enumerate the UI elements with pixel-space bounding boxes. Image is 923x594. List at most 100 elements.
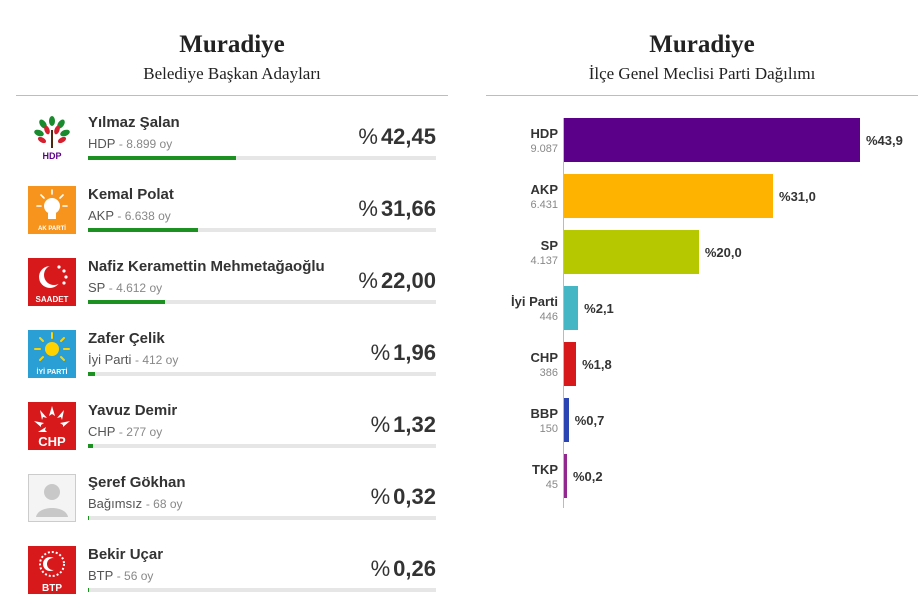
- candidate-row[interactable]: HDP Yılmaz Şalan HDP - 8.899 oy % 42,45: [16, 114, 448, 186]
- chart-bar: [564, 398, 569, 442]
- candidate-party-line: AKP - 6.638 oy: [88, 208, 171, 224]
- candidate-name: Yılmaz Şalan: [88, 114, 180, 131]
- candidate-row[interactable]: İYİ PARTİ Zafer Çelik İyi Parti - 412 oy…: [16, 330, 448, 402]
- chart-bar: [564, 342, 577, 386]
- candidate-name: Nafiz Keramettin Mehmetağaoğlu: [88, 258, 325, 275]
- candidate-progress-bar: [88, 516, 90, 520]
- candidate-name: Zafer Çelik: [88, 330, 165, 347]
- independent-avatar: [28, 474, 76, 522]
- right-divider: [486, 95, 918, 96]
- candidate-row[interactable]: Şeref Gökhan Bağımsız - 68 oy % 0,32: [16, 474, 448, 546]
- candidate-row[interactable]: SAADET Nafiz Keramettin Mehmetağaoğlu SP…: [16, 258, 448, 330]
- candidate-progress-bar: [88, 228, 199, 232]
- chart-vote-count: 4.137: [530, 255, 558, 267]
- candidate-votes: - 6.638 oy: [117, 209, 171, 223]
- candidate-progress-track: [88, 300, 436, 304]
- candidate-progress-track: [88, 372, 436, 376]
- candidate-party: HDP: [88, 136, 116, 151]
- chart-row: BBP 150 %0,7: [486, 398, 918, 442]
- mayor-candidates-panel: Muradiye Belediye Başkan Adayları: [16, 0, 448, 594]
- council-distribution-panel: Muradiye İlçe Genel Meclisi Parti Dağılı…: [486, 0, 918, 508]
- chart-value-label: %2,1: [584, 301, 614, 316]
- chart-row: AKP 6.431 %31,0: [486, 174, 918, 218]
- candidate-row[interactable]: BTP Bekir Uçar BTP - 56 oy % 0,26: [16, 546, 448, 594]
- svg-text:BTP: BTP: [42, 583, 62, 594]
- chart-value-label: %1,8: [582, 357, 612, 372]
- chart-bar: [564, 118, 860, 162]
- chart-vote-count: 386: [539, 367, 558, 379]
- candidate-row[interactable]: CHP Yavuz Demir CHP - 277 oy % 1,32: [16, 402, 448, 474]
- candidate-progress-bar: [88, 444, 93, 448]
- iyi-parti-logo: İYİ PARTİ: [28, 330, 76, 378]
- candidate-party: AKP: [88, 208, 114, 223]
- chart-row: İyi Parti 446 %2,1: [486, 286, 918, 330]
- candidate-party: Bağımsız: [88, 496, 143, 511]
- chart-value-label: %43,9: [866, 133, 903, 148]
- svg-text:HDP: HDP: [42, 151, 61, 161]
- chart-vote-count: 45: [545, 479, 558, 491]
- candidate-name: Yavuz Demir: [88, 402, 178, 419]
- candidate-progress-track: [88, 516, 436, 520]
- party-distribution-chart: HDP 9.087 %43,9 AKP 6.431 %31,0 SP 4.137 %20,0 İy…: [486, 118, 918, 508]
- chart-vote-count: 6.431: [530, 199, 558, 211]
- chart-category-label: HDP: [530, 126, 558, 141]
- candidate-party-line: HDP - 8.899 oy: [88, 136, 172, 152]
- chart-category-label: TKP: [532, 462, 558, 477]
- chart-bar: [564, 454, 567, 498]
- candidate-progress-track: [88, 444, 436, 448]
- candidate-percentage: % 31,66: [358, 196, 436, 221]
- chart-category-label: SP: [540, 238, 558, 253]
- chart-vote-count: 150: [539, 423, 558, 435]
- left-panel-subtitle: Belediye Başkan Adayları: [143, 64, 321, 83]
- chart-category-label: AKP: [530, 182, 558, 197]
- chart-bar: [564, 286, 579, 330]
- candidate-name: Şeref Gökhan: [88, 474, 186, 491]
- saadet-logo: SAADET: [28, 258, 76, 306]
- svg-text:SAADET: SAADET: [36, 295, 69, 304]
- chart-value-label: %20,0: [704, 245, 742, 260]
- chart-vote-count: 446: [539, 311, 558, 323]
- candidate-party: CHP: [88, 424, 116, 439]
- candidate-percentage: % 0,26: [370, 556, 436, 581]
- svg-text:CHP: CHP: [38, 434, 66, 449]
- chart-axis-line: [563, 118, 564, 508]
- btp-logo: BTP: [28, 546, 76, 594]
- chart-category-label: CHP: [530, 350, 558, 365]
- candidate-votes: - 412 oy: [134, 353, 179, 367]
- candidate-party-line: İyi Parti - 412 oy: [88, 352, 178, 368]
- candidate-progress-bar: [88, 588, 89, 592]
- right-panel-title: Muradiye: [649, 31, 755, 58]
- candidate-party-line: SP - 4.612 oy: [88, 280, 162, 296]
- candidate-name: Bekir Uçar: [88, 546, 164, 563]
- candidate-percentage: % 1,96: [370, 340, 436, 365]
- candidate-votes: - 68 oy: [145, 497, 183, 511]
- chart-row: HDP 9.087 %43,9: [486, 118, 918, 162]
- candidate-votes: - 8.899 oy: [118, 137, 173, 151]
- chart-bar: [564, 230, 699, 274]
- candidate-progress-bar: [88, 372, 95, 376]
- chart-vote-count: 9.087: [530, 143, 558, 155]
- hdp-logo: HDP: [28, 114, 76, 162]
- candidate-row[interactable]: AK PARTİ Kemal Polat AKP - 6.638 oy % 31,…: [16, 186, 448, 258]
- chart-category-label: BBP: [530, 406, 558, 421]
- candidate-percentage: % 22,00: [358, 268, 436, 293]
- candidate-votes: - 277 oy: [118, 425, 163, 439]
- chart-row: SP 4.137 %20,0: [486, 230, 918, 274]
- candidate-progress-bar: [88, 300, 165, 304]
- chart-value-label: %31,0: [779, 189, 816, 204]
- candidate-party: BTP: [88, 568, 114, 583]
- left-panel-title: Muradiye: [179, 31, 285, 58]
- candidate-percentage: % 42,45: [358, 124, 436, 149]
- candidate-party-line: CHP - 277 oy: [88, 424, 162, 440]
- candidate-party: İyi Parti: [88, 352, 132, 367]
- candidate-progress-track: [88, 588, 436, 592]
- candidate-list: HDP Yılmaz Şalan HDP - 8.899 oy % 42,45: [16, 114, 448, 594]
- left-divider: [16, 95, 448, 96]
- chp-logo: CHP: [28, 402, 76, 450]
- candidate-progress-track: [88, 228, 436, 232]
- candidate-votes: - 56 oy: [116, 569, 154, 583]
- candidate-votes: - 4.612 oy: [108, 281, 163, 295]
- right-panel-subtitle: İlçe Genel Meclisi Parti Dağılımı: [588, 64, 816, 83]
- chart-row: CHP 386 %1,8: [486, 342, 918, 386]
- chart-value-label: %0,2: [573, 469, 603, 484]
